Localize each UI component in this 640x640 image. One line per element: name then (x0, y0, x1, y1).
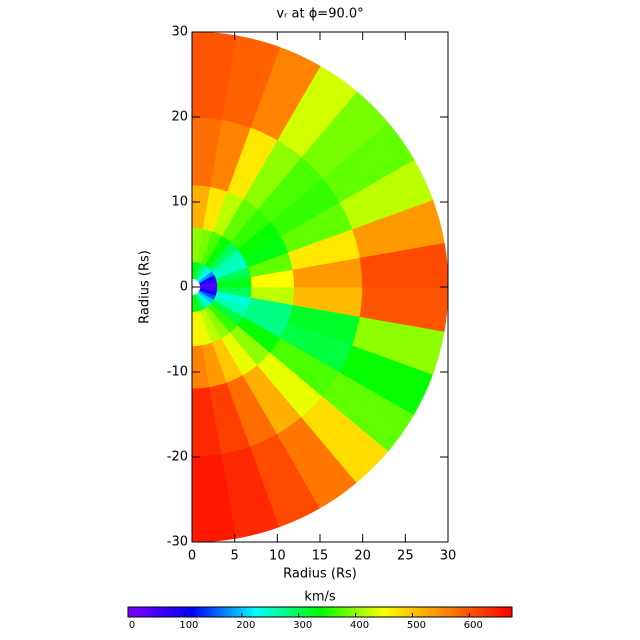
colorbar-tick-label: 300 (293, 620, 312, 631)
colorbar-tick-label: 200 (236, 620, 255, 631)
y-tick-label: -30 (167, 535, 188, 550)
x-tick-label: 0 (188, 549, 196, 564)
x-tick-label: 20 (354, 549, 371, 564)
x-tick-label: 30 (440, 549, 457, 564)
x-tick-label: 25 (397, 549, 414, 564)
y-tick-label: -10 (167, 365, 188, 380)
chart-title: vᵣ at ϕ=90.0° (276, 7, 363, 22)
colorbar-tick-label: 0 (129, 620, 135, 631)
y-tick-label: 10 (171, 195, 188, 210)
colorbar-tick-label: 600 (464, 620, 483, 631)
x-tick-label: 10 (269, 549, 286, 564)
colorbar-tick-label: 100 (179, 620, 198, 631)
y-tick-label: 0 (180, 280, 188, 295)
x-tick-label: 5 (231, 549, 239, 564)
y-tick-label: -20 (167, 450, 188, 465)
colorbar-label: km/s (304, 590, 336, 605)
colorbar-tick-label: 400 (350, 620, 369, 631)
y-tick-label: 30 (171, 25, 188, 40)
colorbar-tick-label: 500 (407, 620, 426, 631)
y-axis-label: Radius (Rs) (138, 250, 153, 324)
x-tick-label: 15 (312, 549, 329, 564)
y-tick-label: 20 (171, 110, 188, 125)
x-axis-label: Radius (Rs) (283, 567, 357, 582)
colorbar (127, 606, 513, 618)
